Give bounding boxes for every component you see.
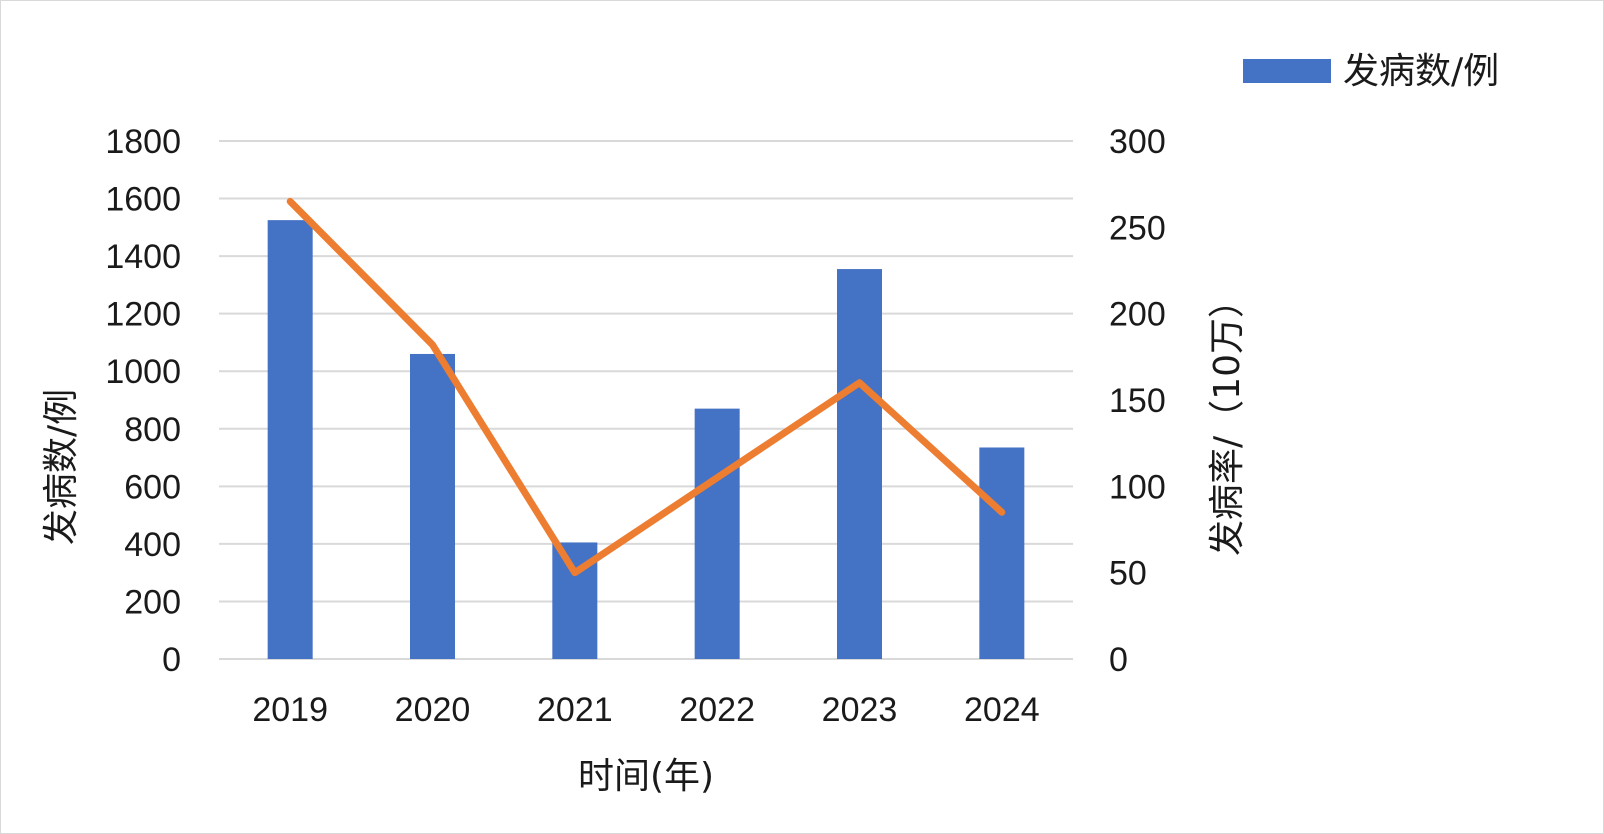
line-point	[432, 344, 433, 346]
left-tick-label: 1400	[105, 238, 181, 276]
right-tick-label: 150	[1109, 382, 1166, 420]
x-tick-label: 2019	[252, 691, 328, 729]
x-tick-label: 2021	[537, 691, 613, 729]
gridlines	[219, 140, 1073, 660]
x-tick-label: 2022	[679, 691, 755, 729]
left-tick-label: 800	[124, 411, 181, 449]
right-tick-label: 250	[1109, 209, 1166, 247]
bar	[267, 220, 313, 659]
line-point	[716, 477, 718, 479]
left-tick-label: 0	[162, 641, 181, 679]
left-axis-ticks: 0 200 400 600 800 1000 1200 1400 1600 1800	[105, 123, 181, 679]
bar	[979, 447, 1025, 659]
bar	[694, 408, 740, 659]
line-point	[574, 572, 576, 574]
x-tick-label: 2020	[395, 691, 471, 729]
line-point	[859, 382, 860, 384]
x-tick-label: 2023	[822, 691, 898, 729]
right-tick-label: 50	[1109, 555, 1147, 593]
right-tick-label: 0	[1109, 641, 1128, 679]
bar	[410, 353, 455, 659]
bar-series	[267, 220, 1025, 659]
legend: 发病数/例	[1243, 51, 1499, 92]
left-tick-label: 1600	[105, 181, 181, 219]
left-tick-label: 400	[124, 526, 181, 564]
right-tick-label: 200	[1109, 296, 1166, 334]
x-axis-title: 时间(年)	[578, 756, 714, 797]
line-point	[289, 200, 291, 202]
left-axis-title: 发病数/例	[41, 389, 82, 545]
left-tick-label: 1000	[105, 353, 181, 391]
x-axis-ticks: 2019 2020 2021 2022 2023 2024	[252, 691, 1039, 729]
right-axis-ticks: 0 50 100 150 200 250 300	[1109, 123, 1166, 679]
right-tick-label: 300	[1109, 123, 1166, 161]
line-series	[286, 197, 1006, 577]
right-tick-label: 100	[1109, 468, 1166, 506]
left-tick-label: 1800	[105, 123, 181, 161]
rate-line	[286, 197, 1006, 577]
legend-swatch-bar	[1243, 59, 1331, 83]
line-point	[1001, 511, 1003, 513]
right-axis-title: 发病率/（10万）	[1207, 282, 1248, 556]
legend-label: 发病数/例	[1343, 51, 1499, 92]
left-tick-label: 600	[124, 468, 181, 506]
left-tick-label: 1200	[105, 296, 181, 334]
left-tick-label: 200	[124, 583, 181, 621]
bar	[837, 269, 882, 659]
x-tick-label: 2024	[964, 691, 1040, 729]
